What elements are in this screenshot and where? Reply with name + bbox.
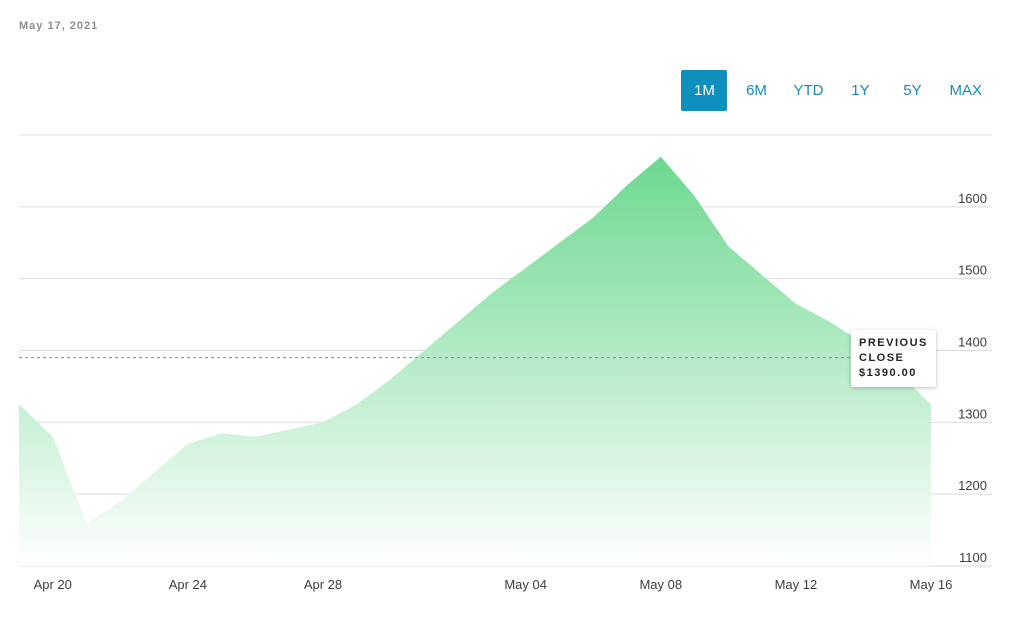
y-tick-label: 1100 — [959, 550, 987, 565]
previous-close-tooltip: PREVIOUS CLOSE $1390.00 — [851, 329, 936, 387]
x-tick-label: Apr 20 — [34, 577, 72, 592]
x-tick-label: May 16 — [910, 577, 953, 592]
y-tick-label: 1200 — [958, 478, 987, 493]
previous-close-line2: CLOSE — [859, 351, 905, 364]
range-tab-5y[interactable]: 5Y — [903, 82, 922, 99]
x-tick-label: Apr 24 — [169, 577, 207, 592]
x-tick-label: Apr 28 — [304, 577, 342, 592]
range-tab-max[interactable]: MAX — [949, 82, 982, 99]
chart-date-label: May 17, 2021 — [19, 20, 99, 32]
x-tick-label: May 04 — [504, 577, 547, 592]
range-tab-1m[interactable]: 1M — [681, 70, 728, 111]
y-tick-label: 1600 — [958, 191, 987, 206]
x-tick-label: May 08 — [639, 577, 682, 592]
y-tick-label: 1300 — [958, 406, 987, 421]
range-tab-ytd[interactable]: YTD — [793, 82, 824, 99]
x-tick-label: May 12 — [775, 577, 818, 592]
price-area — [19, 156, 931, 566]
previous-close-line1: PREVIOUS — [859, 336, 928, 349]
range-tabs: 1M 6M YTD 1Y 5Y MAX — [681, 70, 990, 111]
y-tick-label: 1400 — [958, 335, 987, 350]
y-axis-ticks: 1100 1200 1300 1400 1500 1600 — [958, 191, 987, 565]
x-axis-ticks: Apr 20 Apr 24 Apr 28 May 04 May 08 May 12 May … — [34, 577, 953, 592]
range-tab-1y[interactable]: 1Y — [851, 82, 870, 99]
range-tab-6m[interactable]: 6M — [746, 82, 767, 99]
previous-close-value: $1390.00 — [859, 366, 917, 379]
y-tick-label: 1500 — [958, 263, 987, 278]
